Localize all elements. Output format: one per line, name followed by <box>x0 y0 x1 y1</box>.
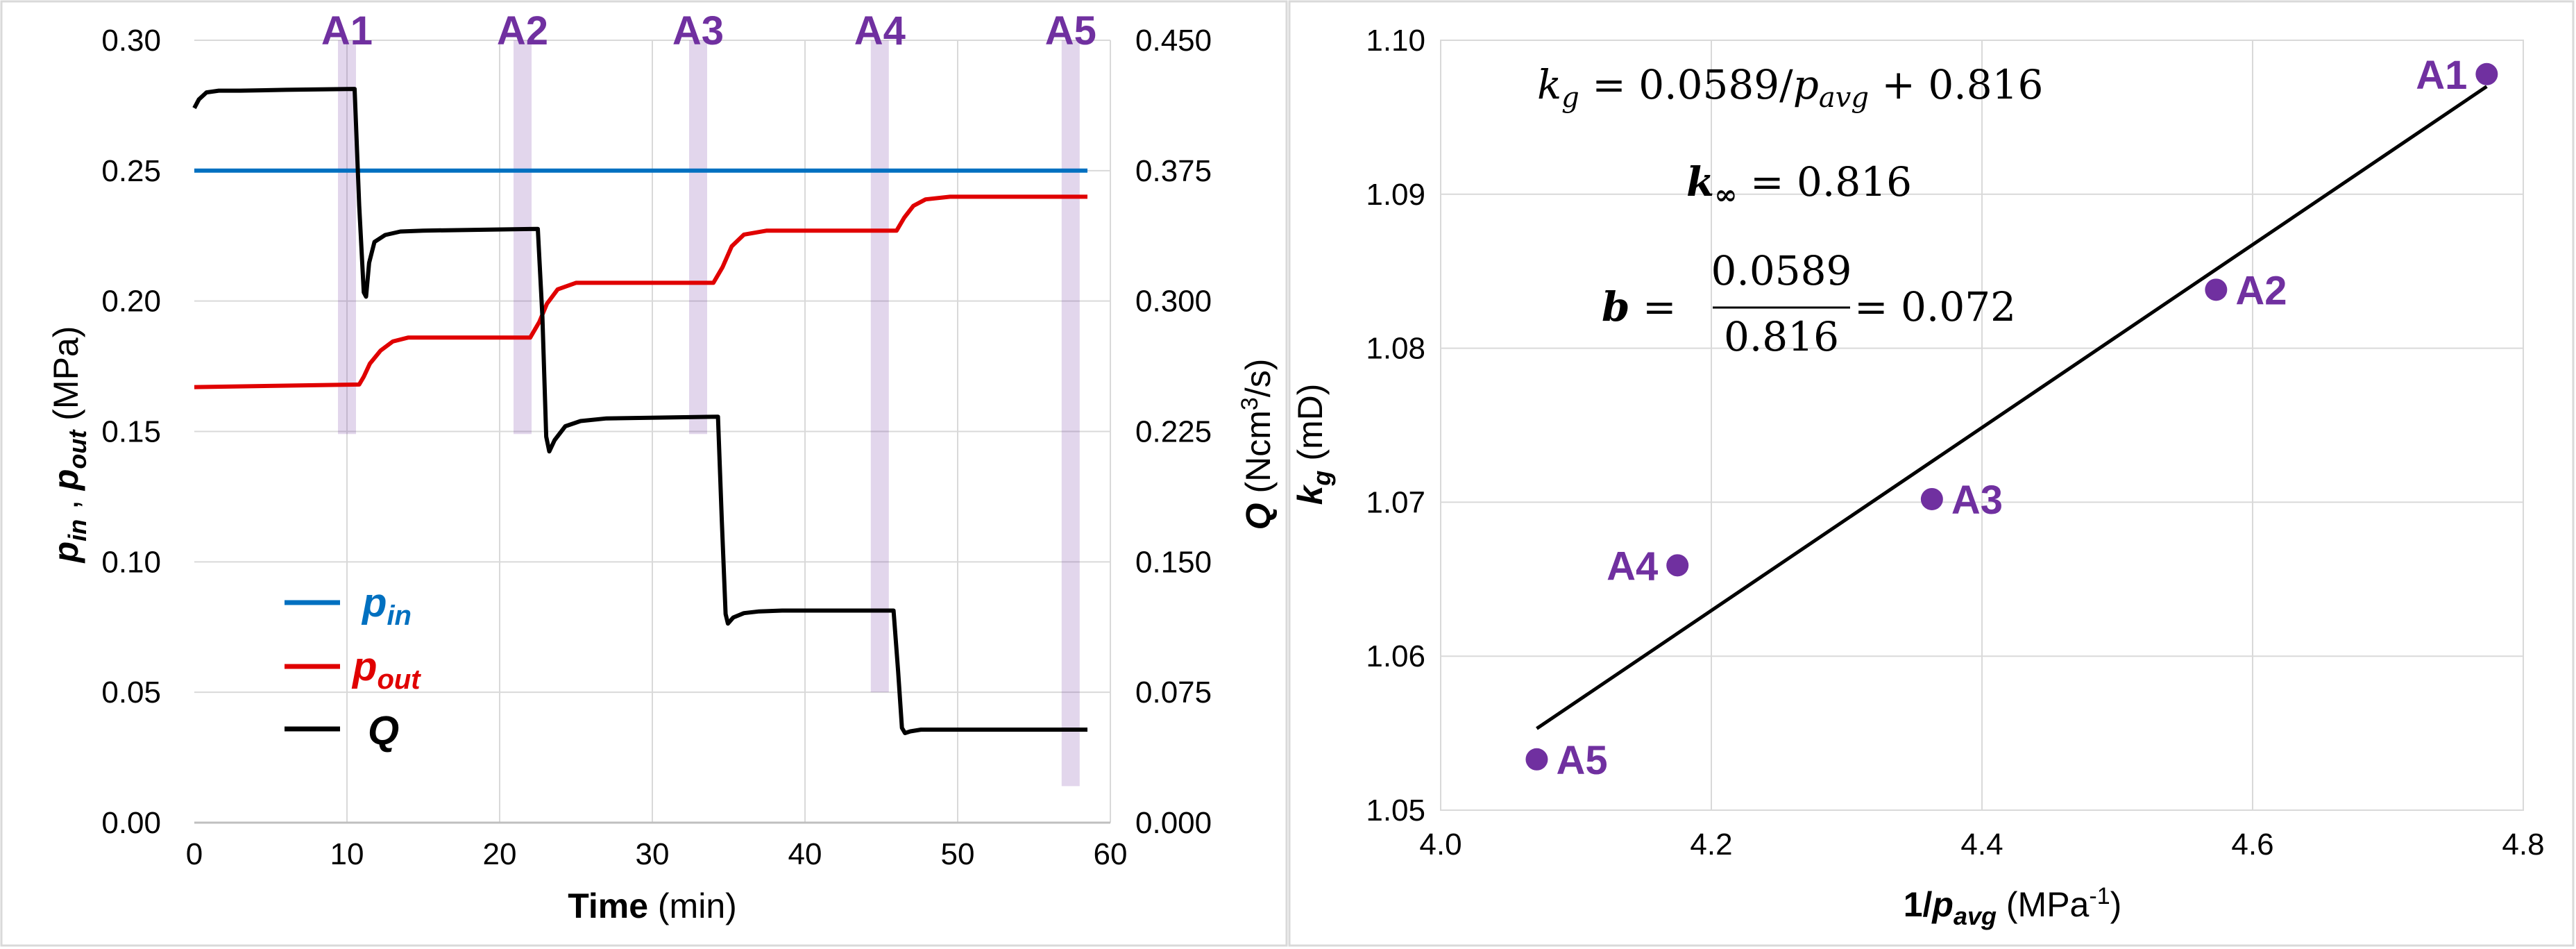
phase-bands <box>338 40 1080 787</box>
right-y-ticks: 0.000 0.075 0.150 0.225 0.300 0.375 0.450 <box>1135 24 1212 840</box>
left-y-ticks: 0.00 0.05 0.10 0.15 0.20 0.25 0.30 <box>101 24 161 840</box>
right-chart-x-ticks: 4.0 4.2 4.4 4.6 4.8 <box>1419 828 2544 862</box>
point-label-a4: A4 <box>1607 544 1658 589</box>
phase-band-a2 <box>514 40 532 435</box>
point-label-a2: A2 <box>2235 268 2287 313</box>
left-y-axis-label: pin , pout (MPa) <box>46 326 92 564</box>
phase-label: A3 <box>672 8 724 53</box>
equation-b-denominator: 0.816 <box>1724 313 1839 360</box>
right-chart-y-ticks: 1.05 1.06 1.07 1.08 1.09 1.10 <box>1366 24 1425 828</box>
scatter-points: A1 A2 A3 A4 A5 <box>1525 53 2498 783</box>
scatter-point-a2 <box>2205 278 2228 301</box>
left-y-tick-label: 0.15 <box>101 415 161 449</box>
right-y-tick-label: 0.225 <box>1135 415 1212 449</box>
legend-label-p-out: pout <box>351 644 421 695</box>
trendline-line <box>1536 85 2488 730</box>
phase-label: A5 <box>1045 8 1096 53</box>
scatter-point-a4 <box>1666 554 1689 577</box>
left-x-axis-label: Time (min) <box>568 887 737 925</box>
right-chart-x-tick-label: 4.8 <box>2502 828 2544 862</box>
right-y-tick-label: 0.075 <box>1135 675 1212 709</box>
right-chart-y-tick-label: 1.06 <box>1366 639 1425 673</box>
left-y-tick-label: 0.05 <box>101 675 161 709</box>
legend-label-p-in: pin <box>361 580 412 631</box>
left-x-ticks: 0 10 20 30 40 50 60 <box>186 837 1128 871</box>
equation-b-result: = 0.072 <box>1854 283 2016 330</box>
right-chart-y-tick-label: 1.07 <box>1366 485 1425 519</box>
legend-label-q: Q <box>368 708 399 753</box>
right-panel-border <box>1288 0 2575 947</box>
right-y-tick-label: 0.150 <box>1135 545 1212 579</box>
regression-equations: kg = 0.0589/pavg + 0.816 k∞ = 0.816 b = … <box>1537 61 2043 360</box>
right-gridlines <box>1440 40 2524 811</box>
scatter-point-a5 <box>1525 748 1548 771</box>
phase-band-a1 <box>338 40 356 435</box>
right-chart-y-tick-label: 1.05 <box>1366 793 1425 828</box>
equation-b-symbol: b = <box>1602 283 1677 330</box>
right-chart-x-tick-label: 4.2 <box>1690 828 1732 862</box>
right-y-axis-label: Q (Ncm3/s) <box>1237 359 1278 530</box>
left-x-tick-label: 60 <box>1094 837 1128 871</box>
left-series <box>192 87 1087 735</box>
point-label-a3: A3 <box>1951 478 2003 523</box>
left-x-tick-label: 0 <box>186 837 203 871</box>
left-gridlines <box>194 40 1111 823</box>
right-chart-y-tick-label: 1.08 <box>1366 332 1425 366</box>
phase-label: A2 <box>497 8 548 53</box>
left-x-tick-label: 40 <box>788 837 822 871</box>
series-line-q <box>192 87 1087 735</box>
right-y-tick-label: 0.375 <box>1135 154 1212 188</box>
right-y-tick-label: 0.300 <box>1135 285 1212 319</box>
right-y-tick-label: 0.000 <box>1135 806 1212 840</box>
equation-k-infinity: k∞ = 0.816 <box>1686 158 1912 211</box>
scatter-point-a3 <box>1920 487 1943 510</box>
phase-band-a3 <box>689 40 707 435</box>
right-chart-x-tick-label: 4.6 <box>2231 828 2273 862</box>
scatter-point-a1 <box>2475 62 2498 85</box>
trendline <box>1536 85 2488 730</box>
left-x-tick-label: 30 <box>636 837 670 871</box>
point-label-a1: A1 <box>2416 53 2467 98</box>
left-y-tick-label: 0.30 <box>101 24 161 58</box>
phase-label: A1 <box>321 8 373 53</box>
right-chart-x-tick-label: 4.0 <box>1419 828 1461 862</box>
left-legend: pin pout Q <box>285 580 421 753</box>
equation-kg: kg = 0.0589/pavg + 0.816 <box>1537 61 2043 114</box>
phase-band-a4 <box>870 40 889 693</box>
equation-b-numerator: 0.0589 <box>1711 247 1852 294</box>
right-y-tick-label: 0.450 <box>1135 24 1212 58</box>
right-chart-x-axis-label: 1/pavg (MPa-1) <box>1904 883 2122 930</box>
phase-labels: A1 A2 A3 A4 A5 <box>321 8 1096 53</box>
phase-label: A4 <box>854 8 906 53</box>
point-label-a5: A5 <box>1556 738 1607 783</box>
left-y-tick-label: 0.10 <box>101 545 161 579</box>
left-y-tick-label: 0.00 <box>101 806 161 840</box>
left-x-tick-label: 10 <box>330 837 364 871</box>
left-panel-border <box>0 0 1288 947</box>
right-chart-y-tick-label: 1.09 <box>1366 178 1425 212</box>
left-y-tick-label: 0.20 <box>101 285 161 319</box>
left-x-tick-label: 20 <box>483 837 517 871</box>
left-x-tick-label: 50 <box>941 837 975 871</box>
right-chart-y-axis-label: kg (mD) <box>1291 384 1336 505</box>
series-line-p-out <box>194 194 1087 389</box>
phase-band-a5 <box>1061 40 1080 787</box>
left-y-tick-label: 0.25 <box>101 154 161 188</box>
right-chart-y-tick-label: 1.10 <box>1366 24 1425 58</box>
right-chart-x-tick-label: 4.4 <box>1960 828 2003 862</box>
